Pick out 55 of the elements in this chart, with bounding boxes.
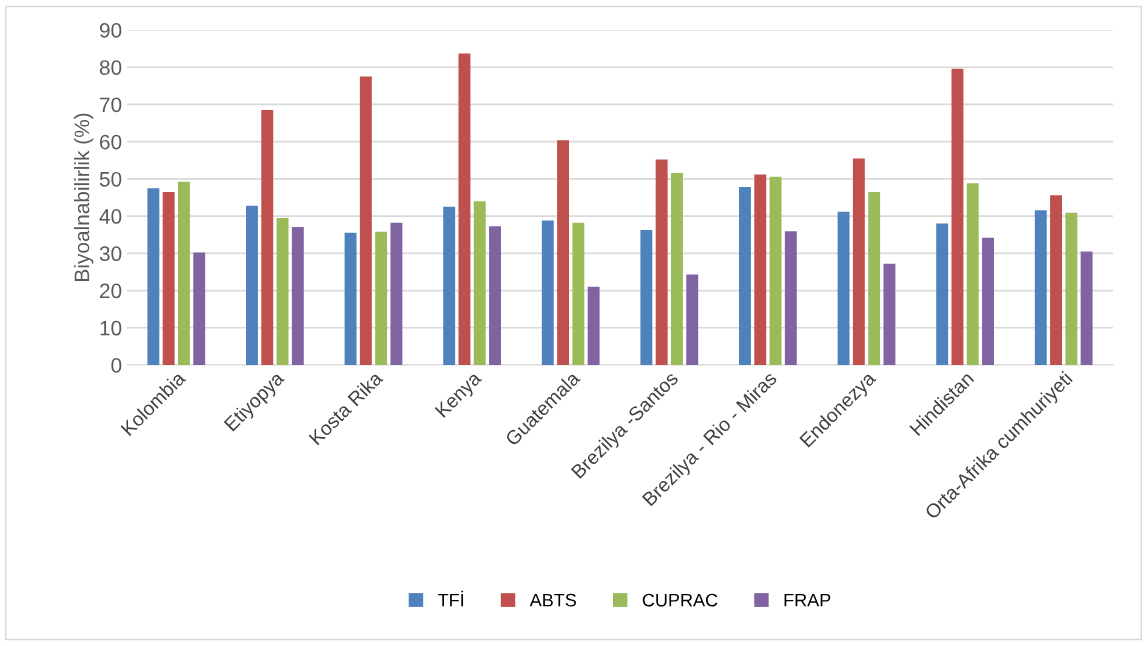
y-tick-label: 60	[100, 134, 122, 150]
bar	[1050, 195, 1063, 365]
bar	[1080, 251, 1093, 365]
legend-label: FRAP	[784, 593, 831, 607]
y-tick-label: 50	[99, 171, 122, 187]
bar	[936, 223, 949, 365]
bar	[784, 231, 797, 365]
bar	[769, 176, 782, 365]
legend-label: CUPRAC	[642, 593, 718, 607]
bar	[557, 140, 570, 365]
bar	[572, 222, 585, 365]
bar	[852, 158, 865, 365]
bar	[640, 229, 653, 365]
bar	[670, 172, 683, 365]
bar	[1065, 212, 1078, 365]
bar	[837, 211, 850, 365]
bar	[966, 183, 979, 365]
y-tick-label: 70	[100, 97, 122, 113]
bar	[344, 232, 357, 365]
y-tick-label: 0	[111, 358, 122, 373]
bar	[883, 263, 896, 365]
y-tick-label: 20	[100, 283, 122, 299]
bar	[982, 237, 994, 365]
bar	[261, 110, 274, 365]
bar	[686, 274, 699, 365]
bar	[951, 68, 964, 365]
bar	[375, 231, 388, 365]
bar	[868, 191, 881, 365]
y-tick-label: 90	[99, 23, 122, 38]
bar	[458, 53, 471, 365]
bar	[1034, 210, 1047, 365]
bar	[359, 76, 372, 365]
bar	[655, 159, 668, 365]
bar	[754, 174, 767, 365]
bar	[162, 191, 175, 365]
bar	[276, 217, 289, 365]
bar	[587, 286, 600, 365]
bar	[489, 226, 501, 365]
bar	[177, 181, 190, 365]
y-tick-label: 10	[100, 320, 122, 336]
bar	[473, 201, 486, 365]
bar	[443, 206, 456, 365]
bar	[541, 220, 554, 365]
bar	[739, 187, 751, 365]
legend-label: ABTS	[529, 593, 577, 607]
legend-label: TFİ	[438, 590, 464, 607]
bar	[390, 222, 403, 365]
bar	[291, 226, 304, 365]
y-tick-label: 80	[99, 60, 122, 75]
y-tick-label: 40	[99, 209, 122, 224]
bar	[193, 252, 206, 365]
y-axis-title: Biyoalnabilirlik (%)	[73, 113, 94, 281]
bar	[246, 205, 258, 365]
bar	[147, 188, 160, 365]
y-tick-label: 30	[99, 246, 122, 262]
